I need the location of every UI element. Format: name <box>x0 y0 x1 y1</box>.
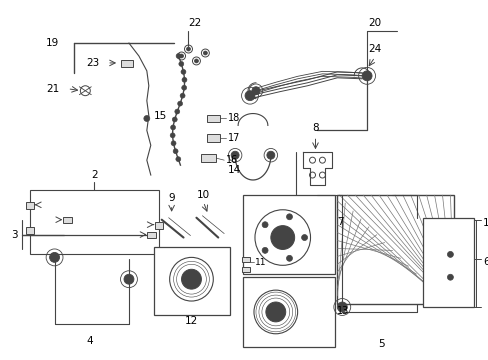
Circle shape <box>49 252 60 262</box>
Circle shape <box>266 151 274 159</box>
Circle shape <box>124 274 134 284</box>
Text: 18: 18 <box>228 113 240 123</box>
Bar <box>26 202 34 209</box>
Text: 24: 24 <box>367 44 381 54</box>
Text: 13: 13 <box>337 306 349 316</box>
Circle shape <box>173 149 178 154</box>
Circle shape <box>179 54 183 58</box>
Circle shape <box>176 157 181 162</box>
Text: 3: 3 <box>11 230 18 239</box>
Circle shape <box>171 141 176 146</box>
Bar <box>30 190 159 255</box>
Circle shape <box>182 77 186 82</box>
Circle shape <box>362 71 371 81</box>
Bar <box>146 231 156 238</box>
Circle shape <box>337 302 346 312</box>
Bar <box>242 257 249 262</box>
Circle shape <box>251 87 260 95</box>
Text: 16: 16 <box>226 155 238 165</box>
Text: 15: 15 <box>153 111 166 121</box>
Bar <box>337 195 453 304</box>
Text: 21: 21 <box>46 84 60 94</box>
Text: 23: 23 <box>86 58 99 68</box>
Bar <box>243 277 335 347</box>
Bar <box>207 134 220 142</box>
Circle shape <box>174 109 180 114</box>
Bar <box>63 217 72 223</box>
Text: 19: 19 <box>46 38 60 48</box>
Circle shape <box>170 125 175 130</box>
Circle shape <box>301 235 307 240</box>
Circle shape <box>262 247 267 253</box>
Circle shape <box>186 47 190 51</box>
Bar <box>207 114 220 122</box>
Circle shape <box>447 251 452 257</box>
Text: 12: 12 <box>184 316 198 326</box>
Circle shape <box>447 274 452 280</box>
Circle shape <box>286 255 292 261</box>
Circle shape <box>194 59 198 63</box>
Circle shape <box>182 85 186 90</box>
Bar <box>154 222 163 229</box>
Text: 5: 5 <box>378 339 385 349</box>
Bar <box>26 227 34 234</box>
Circle shape <box>231 151 239 159</box>
Bar <box>242 267 249 272</box>
Circle shape <box>172 117 177 122</box>
Text: 9: 9 <box>168 193 175 203</box>
Circle shape <box>176 54 181 58</box>
Bar <box>243 195 335 274</box>
Circle shape <box>170 133 175 138</box>
Text: 10: 10 <box>196 190 209 200</box>
Text: 14: 14 <box>227 165 241 175</box>
Text: 20: 20 <box>367 18 381 28</box>
Bar <box>121 60 133 67</box>
Bar <box>422 218 473 307</box>
Bar <box>153 247 230 315</box>
Circle shape <box>180 93 184 98</box>
Circle shape <box>179 62 183 66</box>
Text: 22: 22 <box>187 18 201 28</box>
Circle shape <box>286 214 292 220</box>
Bar <box>201 154 216 162</box>
Circle shape <box>270 226 294 249</box>
Text: 4: 4 <box>86 336 92 346</box>
Circle shape <box>244 91 254 101</box>
Text: 17: 17 <box>228 133 240 143</box>
Text: 11: 11 <box>254 258 266 267</box>
Circle shape <box>265 302 285 322</box>
Circle shape <box>203 51 207 55</box>
Text: 7: 7 <box>337 217 343 227</box>
Circle shape <box>181 269 201 289</box>
Text: 2: 2 <box>91 170 98 180</box>
Text: 6: 6 <box>482 257 488 267</box>
Circle shape <box>181 69 185 75</box>
Text: 8: 8 <box>311 123 318 134</box>
Circle shape <box>177 101 182 106</box>
Circle shape <box>262 222 267 228</box>
Text: 1: 1 <box>482 218 488 228</box>
Circle shape <box>143 116 149 121</box>
